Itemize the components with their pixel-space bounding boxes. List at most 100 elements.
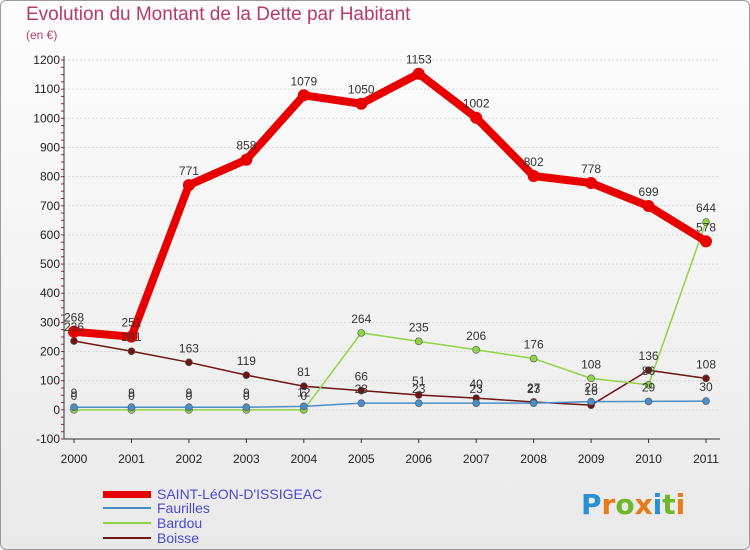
legend-swatch [103,490,151,498]
data-label: 9 [71,386,78,400]
data-point [472,345,480,354]
data-label: 23 [412,382,426,396]
logo-letter: o [615,488,635,521]
data-point [70,337,78,345]
legend-swatch [103,522,151,524]
data-point [472,399,480,407]
data-point [127,347,136,356]
logo-letter: x [634,488,653,521]
data-label: 28 [584,381,598,395]
data-label: 30 [699,380,713,394]
data-label: 29 [642,380,656,394]
legend-label: Faurilles [157,500,210,516]
data-point [644,380,653,389]
data-label: 27 [527,381,541,395]
series-line-0 [70,69,710,341]
data-label: 108 [581,357,601,371]
data-point [185,358,193,367]
data-point [644,366,653,374]
data-label: 16 [584,384,598,398]
y-tick-label: 400 [40,286,60,300]
data-point [529,354,538,363]
data-point [414,399,423,407]
x-tick-label: 2004 [290,452,317,466]
data-point [700,235,712,248]
data-label: 264 [351,312,371,326]
data-label: 119 [237,354,256,368]
data-label: 108 [696,357,716,371]
legend-swatch [103,507,151,509]
x-tick-label: 2010 [635,452,662,466]
data-point [240,153,253,166]
data-point [242,371,251,379]
data-label: 163 [179,341,199,355]
data-point [357,329,366,337]
data-point [702,218,710,226]
x-tick-label: 2008 [520,452,547,466]
y-tick-label: 100 [40,374,60,388]
logo-letter: i [652,488,663,521]
data-label: 1079 [290,74,317,88]
data-label: 9 [186,386,193,400]
data-label: 1050 [348,83,375,97]
data-point [68,325,80,338]
data-label: 23 [355,382,369,396]
data-point [587,397,595,406]
chart-title: Evolution du Montant de la Dette par Hab… [26,4,411,25]
data-point [414,391,423,399]
y-tick-label: 500 [40,257,60,271]
data-point [527,170,540,183]
data-point [185,403,193,412]
data-label: 81 [297,365,311,379]
series-layer [68,67,712,414]
data-label: 771 [179,164,199,178]
y-tick-label: 1100 [34,82,60,96]
data-label: 1153 [406,53,432,67]
axes: -100010020030040050060070080090010001100… [33,53,720,466]
data-point [529,399,538,407]
y-tick-label: 800 [40,170,60,184]
y-tick-label: -100 [36,432,60,446]
data-label: 136 [639,349,659,363]
logo-letter: t [662,488,676,521]
data-point [242,403,251,412]
data-label: 40 [470,377,484,391]
y-tick-label: 300 [40,315,60,329]
data-point [70,403,78,412]
data-point [585,177,598,190]
y-tick-label: 200 [40,345,60,359]
data-point [412,67,425,80]
x-tick-label: 2007 [463,452,490,466]
legend-item: Bardou [103,515,202,531]
series-line-3 [73,340,707,406]
data-point [702,397,710,405]
data-point [470,111,483,124]
data-label: 1002 [463,97,490,111]
data-point [127,403,136,412]
x-tick-label: 2003 [233,452,260,466]
data-label: 12 [297,385,311,399]
data-label: 23 [470,382,484,396]
data-label: 236 [64,320,84,334]
legend-label: Bardou [157,515,203,531]
data-label: 9 [128,386,135,400]
data-label: 86 [642,364,656,378]
data-point [357,386,366,395]
x-tick-label: 2006 [405,452,432,466]
data-point [300,402,308,411]
logo-letter: r [601,488,616,521]
data-label: 778 [581,162,601,176]
data-label: 235 [409,320,429,334]
data-label: 66 [355,370,369,384]
series-line-2 [73,221,707,411]
y-tick-label: 0 [53,403,60,417]
data-label: 51 [412,374,426,388]
data-label: 0 [128,389,135,403]
data-label: 0 [71,389,78,403]
legend-item: Faurilles [103,500,210,516]
legend-label: Boisse [157,530,200,546]
data-label: 802 [524,155,544,169]
data-labels: 268 251 771 858 1079 1050 1153 1002 802 778 699 578… [64,53,716,403]
